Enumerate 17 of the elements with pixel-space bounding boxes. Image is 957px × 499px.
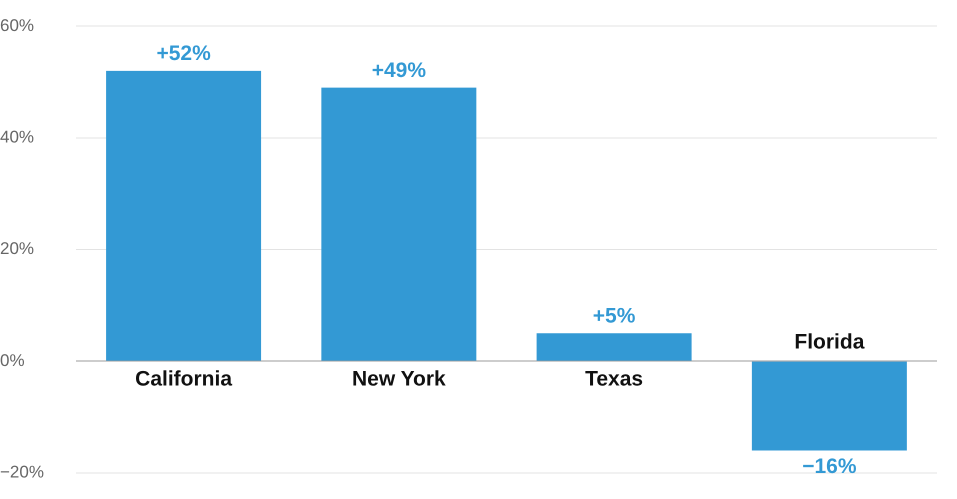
x-tick-label: California	[135, 367, 232, 390]
y-tick-label: −20%	[0, 462, 44, 482]
bar	[536, 333, 692, 361]
data-label: +52%	[156, 42, 212, 66]
y-tick-label: 40%	[0, 128, 34, 147]
data-label: +5%	[592, 304, 636, 328]
x-tick-label: Texas	[585, 367, 644, 390]
bar	[321, 88, 476, 361]
y-tick-label: 60%	[0, 16, 34, 35]
x-tick-label: Florida	[794, 330, 865, 354]
x-tick-label: New York	[352, 367, 446, 390]
bar	[752, 362, 907, 450]
bar	[106, 70, 262, 361]
y-tick-label: 20%	[0, 239, 34, 258]
data-label: +49%	[372, 58, 426, 82]
data-label: −16%	[802, 454, 857, 478]
y-tick-label: 0%	[0, 350, 25, 370]
